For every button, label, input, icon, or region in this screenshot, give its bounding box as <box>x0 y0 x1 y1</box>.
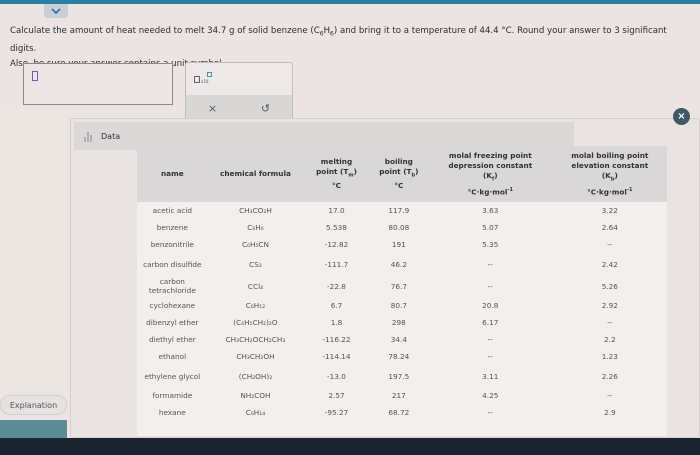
header-formula: chemical formula <box>207 146 304 202</box>
clear-button[interactable]: × <box>207 102 218 115</box>
data-panel-title: Data <box>101 131 121 141</box>
exponent-box-icon <box>207 72 212 77</box>
math-tool-panel: x10 × ↺ <box>185 62 293 122</box>
explanation-bar <box>0 420 67 438</box>
close-data-button[interactable]: × <box>673 108 690 125</box>
header-melting-point: melting point (Tm) °C <box>303 146 370 202</box>
chevron-down-icon <box>51 8 61 15</box>
table-row: ethanol CH₃CH₂OH -114.14 78.24 -- 1.23 <box>158 352 618 361</box>
data-table-wrapper: name chemical formula melting point (Tm)… <box>137 146 667 436</box>
table-row: benzonitrile C₆H₅CN -12.82 191 5.35 -- <box>150 240 613 249</box>
answer-input[interactable] <box>23 63 173 105</box>
table-row: ethylene glycol (CH₂OH)₂ -13.0 197.5 3.11 2.2… <box>144 371 618 381</box>
table-row: benzene C₆H₆ 5.538 80.08 5.07 2.64 <box>156 223 618 232</box>
left-strip <box>0 110 67 390</box>
bottom-bar <box>0 438 700 455</box>
collapse-button[interactable] <box>44 4 68 18</box>
header-name: name <box>137 146 208 202</box>
header-kb: molal boiling point elevation constant (… <box>552 146 667 202</box>
header-kf: molal freezing point depression constant… <box>427 146 553 202</box>
base-box-icon <box>194 76 200 83</box>
table-row: carbon disulfide CS₂ -111.7 46.2 -- 2.42 <box>143 259 618 269</box>
data-table: name chemical formula melting point (Tm)… <box>137 146 667 421</box>
input-placeholder-box <box>32 71 38 81</box>
table-row: cyclohexane C₆H₁₂ 6.7 80.7 20.8 2.92 <box>149 301 618 310</box>
header-boiling-point: boiling point (Tb) °C <box>369 146 428 202</box>
scientific-notation-button[interactable]: x10 <box>194 71 216 85</box>
table-row: carbon tetrachloride CCl₄ -22.8 76.7 -- 5.26 <box>148 277 618 295</box>
table-row: diethyl ether CH₃CH₂OCH₂CH₃ -116.22 34.4 -- 2… <box>148 335 616 344</box>
table-row: acetic acid CH₃CO₂H 17.0 117.9 3.63 3.22 <box>152 206 618 215</box>
bar-chart-icon <box>84 130 96 142</box>
undo-button[interactable]: ↺ <box>260 102 271 115</box>
table-row: dibenzyl ether (C₆H₅CH₂)₂O 1.8 298 6.17 -- <box>146 318 613 327</box>
data-panel: Data name chemical formula melting point… <box>70 118 700 438</box>
explanation-button[interactable]: Explanation <box>0 395 67 415</box>
table-row: formamide NH₂COH 2.57 217 4.25 -- <box>152 391 613 400</box>
table-row: hexane C₆H₁₄ -95.27 68.72 -- 2.9 <box>158 408 616 417</box>
close-icon: × <box>677 111 686 122</box>
top-accent-bar <box>0 0 700 4</box>
data-panel-header: Data <box>74 122 574 150</box>
